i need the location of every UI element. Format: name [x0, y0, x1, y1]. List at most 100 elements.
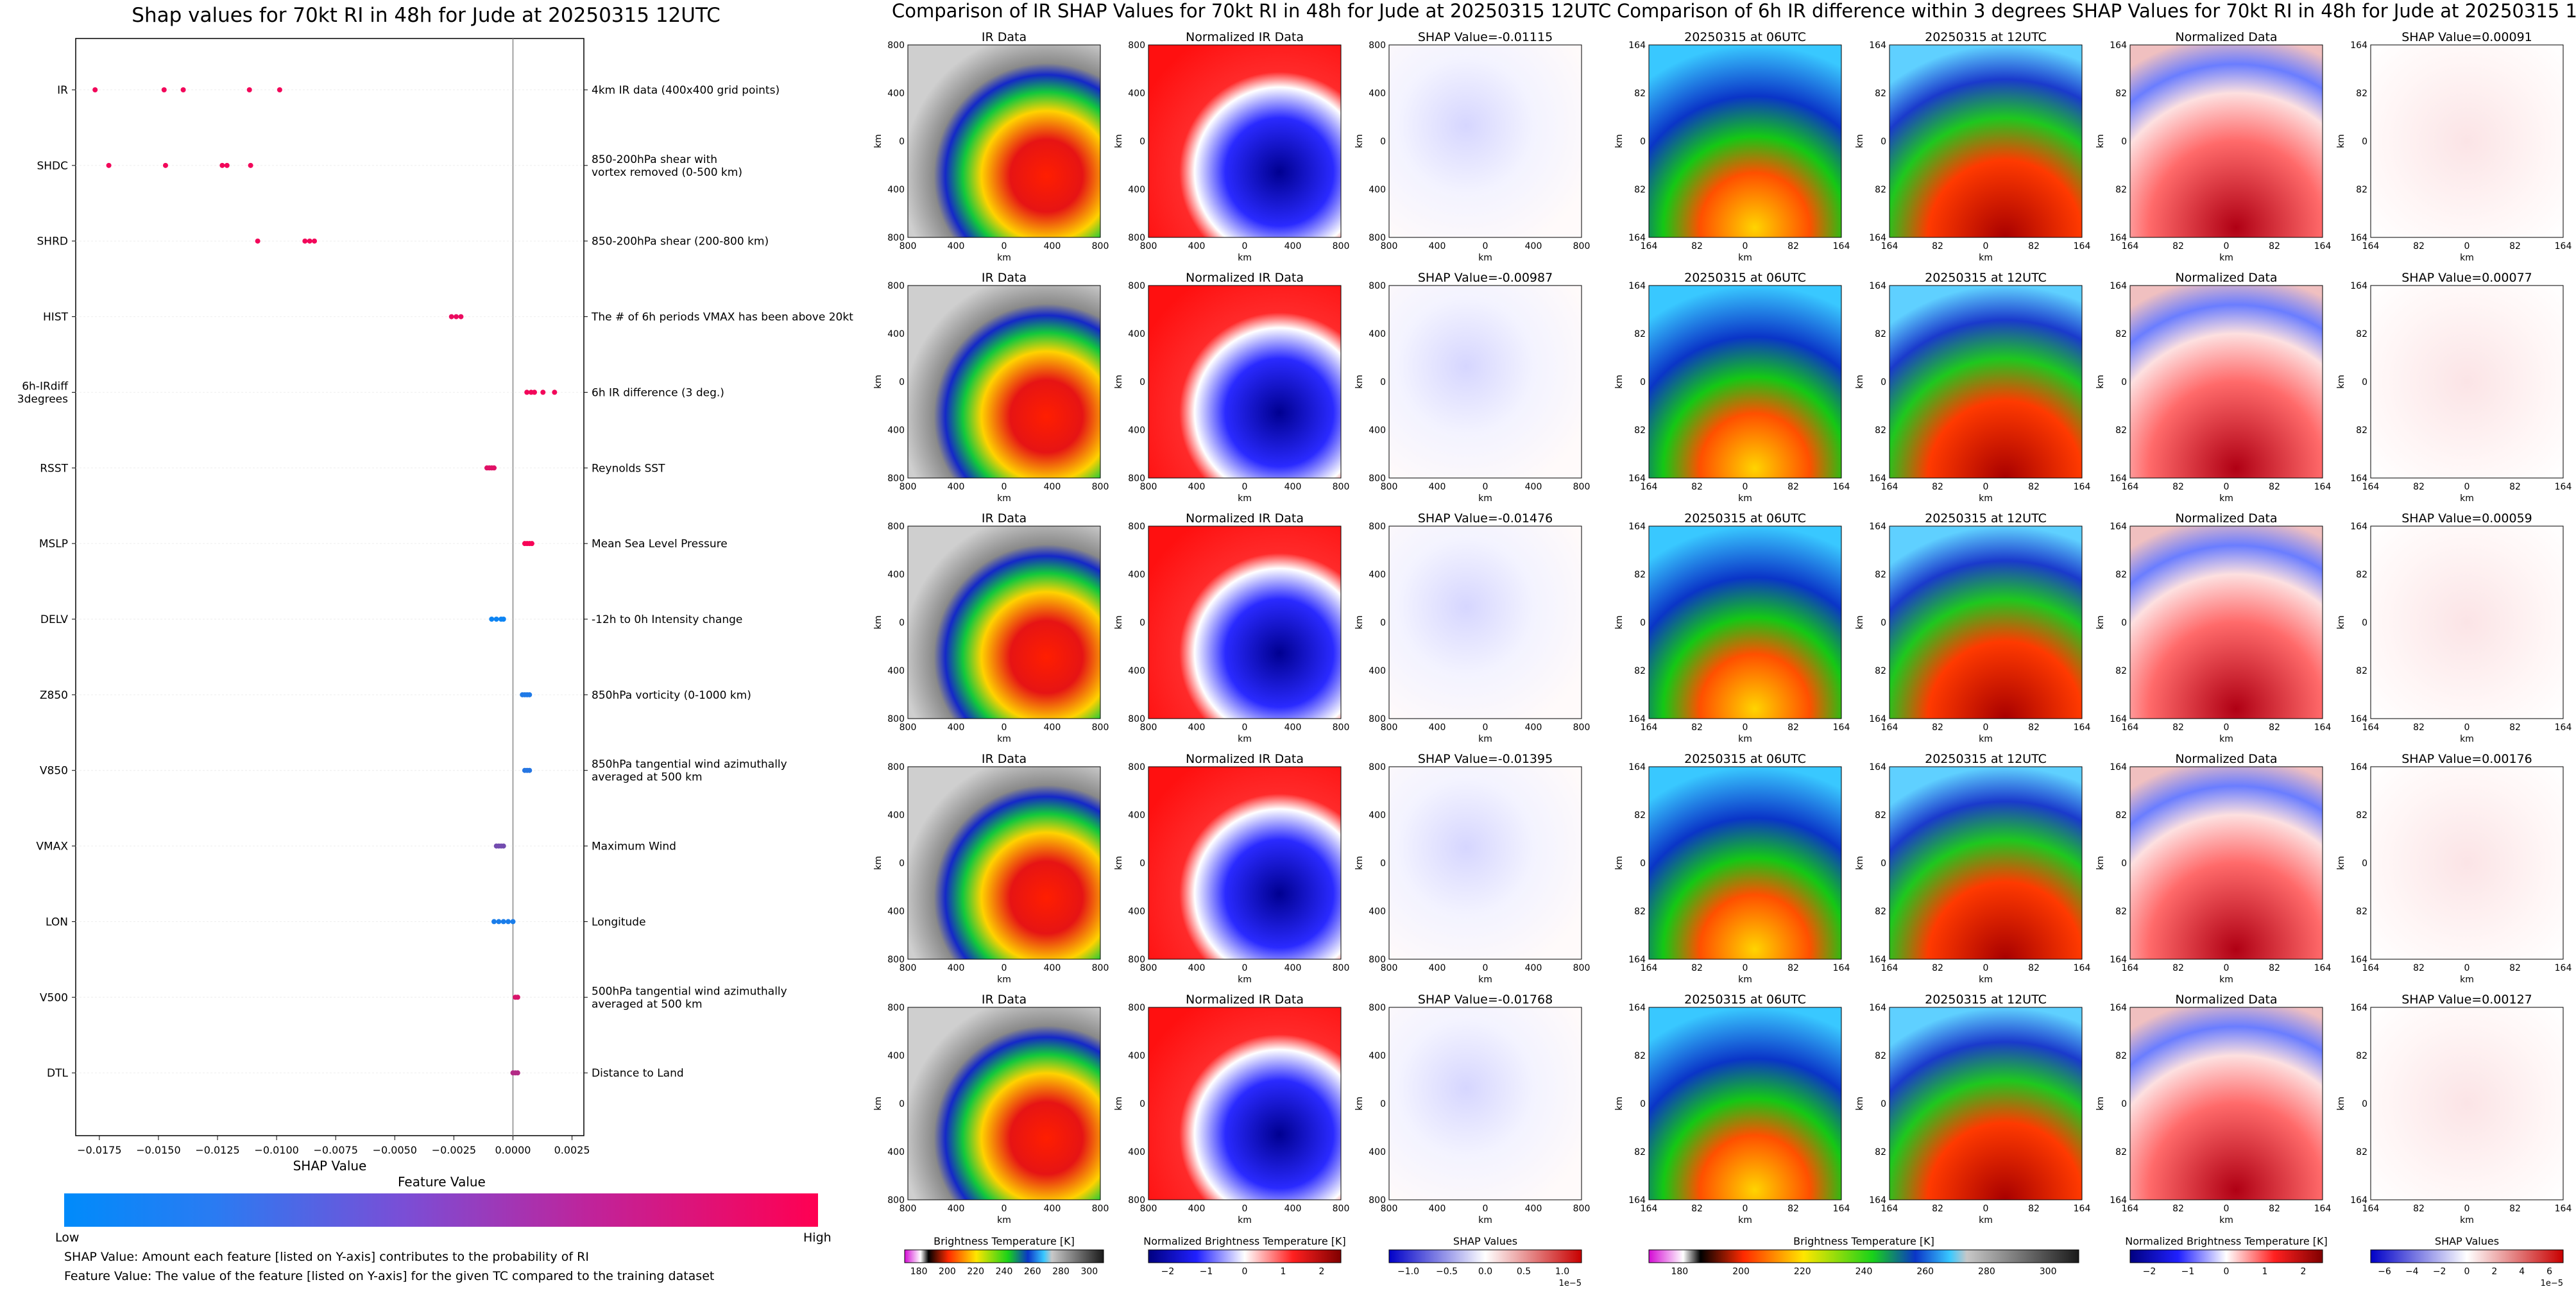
panel-x-tick-label: 800 — [1140, 241, 1157, 252]
shap-point — [458, 314, 464, 320]
panel-x-tick-label: 400 — [1284, 241, 1302, 252]
panel-y-tick-label: 164 — [2110, 40, 2127, 51]
panel-x-axis-label: km — [2219, 975, 2233, 985]
panel-title: Normalized Data — [2175, 993, 2277, 1007]
shap-point — [491, 465, 497, 471]
panel-y-tick-label: 164 — [1869, 762, 1886, 773]
panel-x-tick-label: 800 — [1573, 722, 1591, 733]
panel-y-tick-label: 800 — [1128, 762, 1145, 773]
panel-y-tick-label: 0 — [899, 1099, 905, 1109]
panel-y-tick-label: 164 — [2110, 474, 2127, 484]
panel-y-axis-label: km — [2095, 615, 2106, 629]
panel-y-tick-label: 164 — [2350, 1003, 2367, 1013]
panel-x-tick-label: 800 — [1573, 482, 1591, 492]
panel-y-tick-label: 164 — [2110, 281, 2127, 291]
panel-y-tick-label: 164 — [1628, 1195, 1646, 1206]
panel-y-tick-label: 164 — [1869, 281, 1886, 291]
panel-title: Normalized IR Data — [1186, 271, 1304, 285]
panel-x-tick-label: 0 — [1002, 482, 1007, 492]
panel-y-axis-label: km — [873, 134, 883, 148]
panel-title: 20250315 at 06UTC — [1684, 271, 1806, 285]
image-panel — [2129, 766, 2323, 960]
colorbar — [2370, 1249, 2564, 1263]
panel-y-tick-label: 400 — [1369, 89, 1386, 99]
panel-x-tick-label: 82 — [1787, 241, 1799, 252]
panel-y-tick-label: 400 — [887, 1051, 905, 1061]
panel-x-tick-label: 82 — [2269, 963, 2280, 973]
panel-x-tick-label: 0 — [2224, 1204, 2230, 1214]
panel-y-tick-label: 800 — [887, 1003, 905, 1013]
colorbar-tick-label: −2 — [1161, 1267, 1175, 1277]
panel-y-tick-label: 82 — [1875, 185, 1886, 195]
panel-y-tick-label: 82 — [2115, 185, 2127, 195]
colorbar — [2129, 1249, 2323, 1263]
image-panel — [1648, 285, 1842, 479]
panel-y-tick-label: 0 — [2121, 1099, 2127, 1109]
feature-description-label: 850-200hPa shear (200-800 km) — [592, 235, 769, 248]
panel-y-tick-label: 800 — [887, 522, 905, 532]
right-title: Comparison of 6h IR difference within 3 … — [1617, 0, 2576, 22]
note-feature-value: Feature Value: The value of the feature … — [64, 1269, 715, 1283]
panel-y-tick-label: 0 — [1380, 858, 1386, 869]
shap-point — [527, 767, 533, 773]
panel-x-tick-label: 800 — [1140, 722, 1157, 733]
feature-name-label: V850 — [40, 765, 68, 778]
shap-point — [246, 87, 252, 92]
panel-y-tick-label: 400 — [1128, 329, 1145, 339]
image-panel — [1148, 525, 1342, 719]
panel-y-tick-label: 400 — [1128, 570, 1145, 580]
shap-point — [180, 87, 186, 92]
panel-x-tick-label: 400 — [1188, 722, 1206, 733]
panel-title: 20250315 at 06UTC — [1684, 752, 1806, 766]
panel-y-axis-label: km — [2095, 134, 2106, 148]
panel-y-axis-label: km — [1114, 375, 1124, 389]
panel-title: SHAP Value=0.00077 — [2401, 271, 2532, 285]
panel-y-tick-label: 400 — [1369, 1147, 1386, 1157]
shap-point — [489, 617, 495, 622]
colorbar-label: SHAP Values — [1453, 1235, 1517, 1247]
feature-name-label: LON — [46, 916, 68, 928]
panel-y-tick-label: 400 — [1369, 329, 1386, 339]
panel-x-tick-label: 82 — [2172, 241, 2184, 252]
panel-x-tick-label: 0 — [1483, 241, 1488, 252]
panel-y-tick-label: 82 — [1875, 907, 1886, 917]
panel-x-tick-label: 0 — [1242, 722, 1248, 733]
feature-description-label: averaged at 500 km — [592, 771, 703, 784]
panel-x-tick-label: 800 — [1140, 1204, 1157, 1214]
panel-x-tick-label: 82 — [1932, 482, 1943, 492]
panel-title: Normalized IR Data — [1186, 752, 1304, 766]
panel-x-axis-label: km — [1238, 1215, 1252, 1225]
colorbar-tick-label: 180 — [910, 1267, 928, 1277]
feature-description-label: 850hPa tangential wind azimuthally — [592, 758, 787, 771]
feature-description-label: averaged at 500 km — [592, 998, 703, 1011]
colorbar-tick-label: 0.5 — [1517, 1267, 1531, 1277]
image-panel — [1889, 1007, 2083, 1200]
panel-x-tick-label: 400 — [948, 1204, 965, 1214]
panel-y-tick-label: 800 — [1128, 522, 1145, 532]
panel-y-axis-label: km — [1354, 856, 1365, 870]
panel-y-tick-label: 164 — [1628, 762, 1646, 773]
panel-x-tick-label: 800 — [1140, 482, 1157, 492]
shap-point — [277, 87, 282, 92]
panel-x-tick-label: 164 — [2314, 1204, 2332, 1214]
panel-x-tick-label: 0 — [1002, 241, 1007, 252]
image-panel — [1388, 525, 1582, 719]
plot-frame — [75, 38, 584, 1136]
panel-y-tick-label: 800 — [887, 40, 905, 51]
panel-y-axis-label: km — [2336, 615, 2346, 629]
panel-y-tick-label: 0 — [1881, 618, 1886, 628]
colorbar-tick-label: 1.0 — [1555, 1267, 1569, 1277]
image-panel — [1648, 525, 1842, 719]
panel-x-tick-label: 164 — [2555, 1204, 2572, 1214]
panel-y-tick-label: 0 — [1139, 377, 1145, 388]
panel-y-tick-label: 0 — [1380, 618, 1386, 628]
panel-y-tick-label: 164 — [2110, 1195, 2127, 1206]
panel-y-tick-label: 0 — [2121, 137, 2127, 147]
colorbar-tick-label: −4 — [2405, 1267, 2419, 1277]
panel-y-tick-label: 800 — [1128, 714, 1145, 724]
panel-y-tick-label: 82 — [2115, 810, 2127, 821]
panel-y-tick-label: 164 — [1628, 955, 1646, 965]
panel-x-tick-label: 82 — [1787, 1204, 1799, 1214]
panel-x-tick-label: 800 — [1573, 241, 1591, 252]
image-panel — [1889, 766, 2083, 960]
